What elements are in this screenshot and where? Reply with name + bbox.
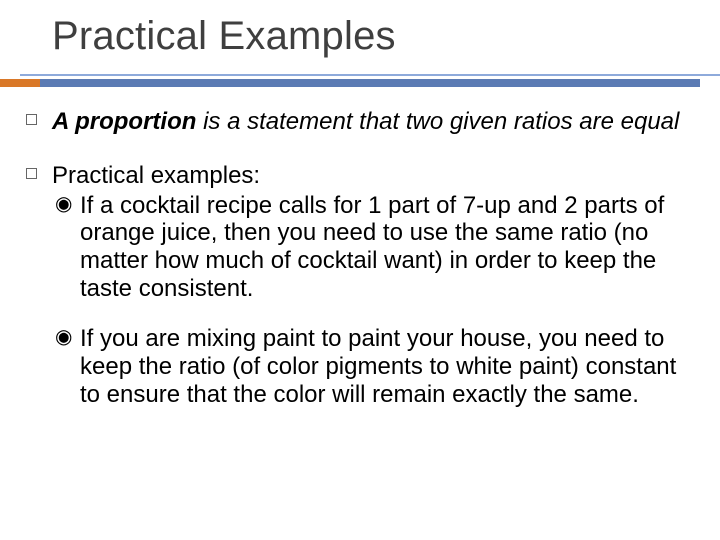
slide-body: A proportion is a statement that two giv… bbox=[20, 108, 700, 434]
list-item: Practical examples: ◉ If a cocktail reci… bbox=[20, 162, 700, 409]
list-item: A proportion is a statement that two giv… bbox=[20, 108, 700, 136]
text-run: Practical examples: bbox=[52, 162, 260, 189]
rule-main-segment bbox=[40, 79, 700, 87]
square-bullet-icon bbox=[26, 168, 37, 179]
rule-accent-segment bbox=[0, 79, 40, 87]
text-run: a cocktail recipe calls for 1 part of 7-… bbox=[80, 192, 664, 302]
text-run: you are mixing paint to paint your house… bbox=[80, 325, 676, 408]
text-run-lead: If bbox=[80, 192, 93, 219]
rule-thick bbox=[0, 79, 720, 87]
target-bullet-icon: ◉ bbox=[55, 194, 72, 214]
text-run-lead: If bbox=[80, 325, 93, 352]
text-run-bold-italic: A proportion bbox=[52, 108, 196, 135]
square-bullet-icon bbox=[26, 114, 37, 125]
sub-list-item: ◉ If a cocktail recipe calls for 1 part … bbox=[52, 192, 700, 303]
slide: Practical Examples A proportion is a sta… bbox=[0, 0, 720, 540]
text-run-italic: is a statement that two given ratios are… bbox=[196, 108, 679, 135]
slide-title: Practical Examples bbox=[52, 14, 396, 59]
title-underline bbox=[0, 74, 720, 87]
sub-list-item: ◉ If you are mixing paint to paint your … bbox=[52, 325, 700, 408]
target-bullet-icon: ◉ bbox=[55, 327, 72, 347]
